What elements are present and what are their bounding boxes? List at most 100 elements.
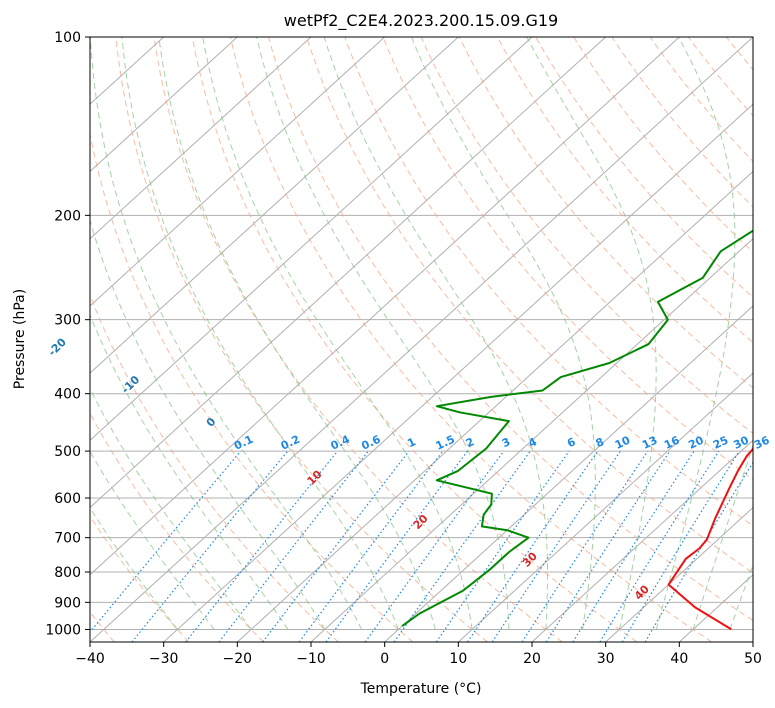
dry-adiabat xyxy=(90,515,190,642)
mixing-ratio-label: 0.4 xyxy=(329,433,352,453)
mixing-ratio-line xyxy=(298,450,444,642)
profiles xyxy=(401,229,753,631)
isotherm xyxy=(236,170,753,642)
mixing-ratio-label: 4 xyxy=(526,435,539,450)
chart-title: wetPf2_C2E4.2023.200.15.09.G19 xyxy=(284,11,558,31)
mixing-ratio-line xyxy=(90,450,242,633)
x-tick-label: 50 xyxy=(744,651,762,667)
moist-adiabat xyxy=(90,218,326,630)
moist-adiabat xyxy=(121,37,399,630)
dry-adiabat xyxy=(573,37,753,253)
isotherm xyxy=(531,439,753,642)
mixing-ratio-label: 8 xyxy=(594,435,606,450)
moist-adiabat xyxy=(655,37,736,630)
dry-adiabat xyxy=(306,37,753,574)
mixing-ratio-label: 1 xyxy=(405,435,417,450)
mixing-ratio-line xyxy=(435,450,570,642)
dry-adiabat xyxy=(191,37,638,642)
plot-frame xyxy=(89,36,754,643)
x-tick-label: 20 xyxy=(523,651,541,667)
x-tick-label: 0 xyxy=(380,651,389,667)
mixing-ratio-line xyxy=(364,450,505,642)
y-tick-label: 800 xyxy=(54,565,81,581)
moist-adiabat xyxy=(411,37,596,630)
moist-adiabat xyxy=(158,37,436,630)
mixing-ratio-label: 20 xyxy=(686,433,706,451)
moist-adiabat xyxy=(90,387,252,630)
isotherm xyxy=(90,37,607,509)
x-tick-label: −20 xyxy=(223,651,253,667)
isotherm xyxy=(90,37,312,240)
mixing-ratio-line xyxy=(131,450,289,642)
moist-adiabat xyxy=(526,37,657,630)
mixing-ratio-label: 0.6 xyxy=(359,433,382,453)
mixing-ratio-line xyxy=(545,450,671,642)
moist-adiabat xyxy=(90,450,215,630)
y-axis-label: Pressure (hPa) xyxy=(12,289,28,389)
mixing-ratio-label: 13 xyxy=(640,434,659,452)
dry-adiabat xyxy=(725,37,753,71)
isotherm xyxy=(90,37,680,576)
dry-adiabat xyxy=(458,37,753,389)
dry-adiabat xyxy=(90,131,414,642)
isotherm xyxy=(605,506,753,642)
dry-adiabat xyxy=(153,37,563,642)
mixing-ratio-label: 10 xyxy=(613,433,633,451)
mixing-ratio-label: 3 xyxy=(500,435,512,450)
isotherm xyxy=(163,103,753,642)
x-tick-label: 10 xyxy=(449,651,467,667)
dry-adiabat-label: -30 xyxy=(0,298,3,321)
isotherm xyxy=(457,372,753,642)
dry-adiabat-label: 40 xyxy=(632,582,652,602)
isotherm xyxy=(90,37,459,374)
mixing-ratio-label: 0.1 xyxy=(232,433,255,453)
dry-adiabat-label: 10 xyxy=(305,468,325,488)
isotherm xyxy=(90,37,386,307)
moist-adiabat xyxy=(692,443,753,630)
mixing-ratio-label: 16 xyxy=(662,433,682,451)
mixing-ratio-line xyxy=(218,450,369,642)
dry-adiabat xyxy=(496,37,753,344)
x-axis-label: Temperature (°C) xyxy=(360,681,482,697)
temperature-profile xyxy=(667,447,753,631)
mixing-ratio-label: 1.5 xyxy=(434,433,457,453)
x-tick-label: −30 xyxy=(149,651,179,667)
isotherm xyxy=(384,305,753,642)
isotherm xyxy=(310,237,753,642)
axes: −40 −30 −20 −10 0 10 20 30 40 5010009008007006005… xyxy=(45,30,762,667)
mixing-ratio-line xyxy=(621,450,740,642)
isotherm xyxy=(90,37,753,642)
dry-adiabat-label: -10 xyxy=(119,373,142,396)
moist-adiabat xyxy=(323,37,548,630)
mixing-ratio-line xyxy=(185,450,339,642)
moist-adiabat xyxy=(90,37,363,630)
dry-adiabat xyxy=(754,24,775,642)
dry-adiabat-label: 0 xyxy=(204,415,219,430)
y-tick-label: 900 xyxy=(54,595,81,611)
y-tick-label: 300 xyxy=(54,313,81,329)
background-lines xyxy=(90,24,775,642)
dry-adiabat xyxy=(229,37,712,642)
y-tick-label: 200 xyxy=(54,208,81,224)
mixing-ratio-label: 0.2 xyxy=(279,433,302,453)
y-tick-label: 500 xyxy=(54,444,81,460)
dry-adiabat xyxy=(382,37,753,481)
mixing-ratio-line xyxy=(491,450,621,642)
x-tick-label: 40 xyxy=(670,651,688,667)
dry-adiabat xyxy=(420,37,753,435)
mixing-ratio-label: 2 xyxy=(464,435,476,450)
mixing-ratio-line xyxy=(466,450,599,642)
isotherm xyxy=(752,641,753,642)
mixing-ratio-line xyxy=(572,450,695,642)
mixing-ratio-label: 25 xyxy=(711,434,730,452)
moist-adiabat xyxy=(256,37,510,630)
y-tick-label: 700 xyxy=(54,531,81,547)
mixing-ratio-label: 30 xyxy=(731,433,751,451)
dry-adiabat xyxy=(90,293,339,642)
y-tick-label: 100 xyxy=(54,30,81,46)
mixing-ratio-line xyxy=(521,450,649,642)
mixing-ratio-line xyxy=(262,450,410,642)
dry-adiabat xyxy=(344,37,753,527)
moist-adiabat xyxy=(729,563,753,630)
isotherm xyxy=(90,37,238,173)
